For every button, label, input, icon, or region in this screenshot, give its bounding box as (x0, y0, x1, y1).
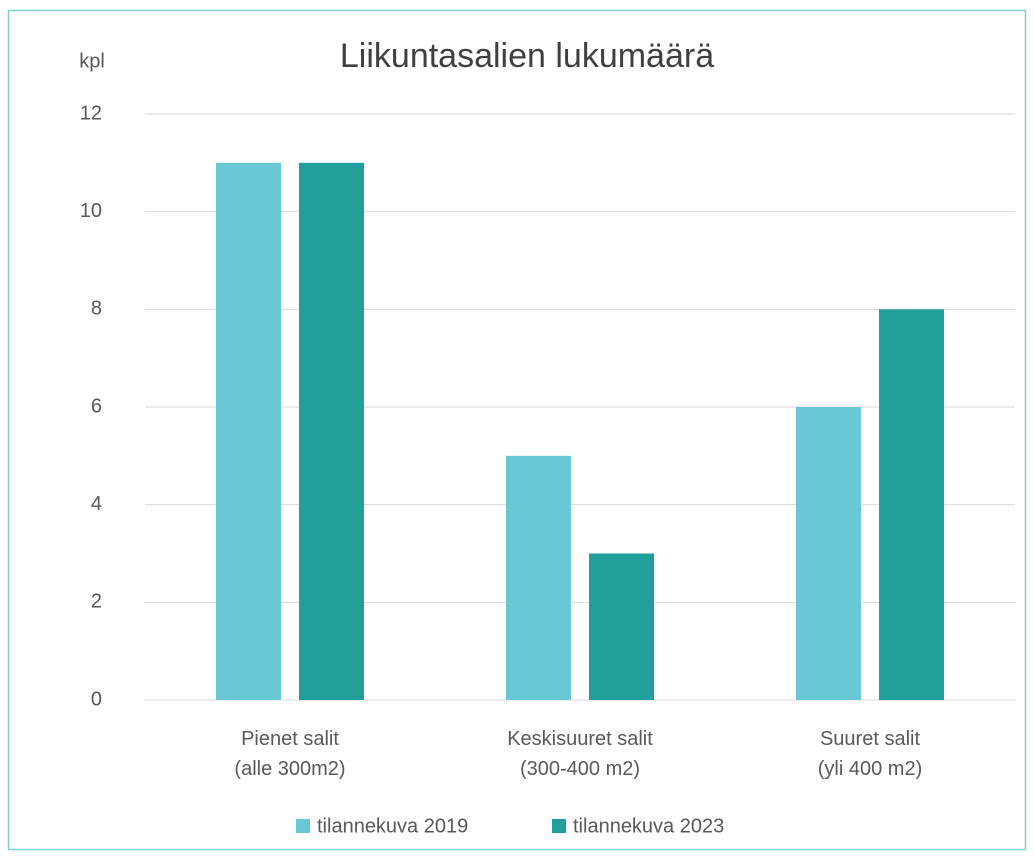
bar (879, 309, 944, 700)
bar (299, 162, 364, 701)
bar (589, 553, 654, 700)
legend-swatch (552, 819, 566, 833)
chart-border (7, 9, 1027, 851)
y-tick-label: 0 (91, 688, 102, 710)
y-tick-label: 4 (91, 493, 102, 515)
y-axis-label: kpl (79, 50, 105, 72)
y-tick-label: 12 (80, 102, 102, 124)
legend-label: tilannekuva 2023 (573, 815, 724, 837)
bar (506, 455, 571, 700)
y-tick-label: 2 (91, 591, 102, 613)
bar (796, 407, 861, 700)
x-tick-label: Keskisuuret salit (300-400 m2) (507, 728, 653, 780)
y-tick-label: 8 (91, 298, 102, 320)
legend-label: tilannekuva 2019 (317, 815, 468, 837)
legend-swatch (296, 819, 310, 833)
x-tick-label: Pienet salit (alle 300m2) (234, 728, 345, 780)
x-tick-label: Suuret salit (yli 400 m2) (818, 728, 922, 780)
bar (216, 162, 281, 701)
y-tick-label: 6 (91, 395, 102, 417)
chart-title: Liikuntasalien lukumäärä (340, 37, 714, 75)
y-tick-label: 10 (80, 200, 102, 222)
